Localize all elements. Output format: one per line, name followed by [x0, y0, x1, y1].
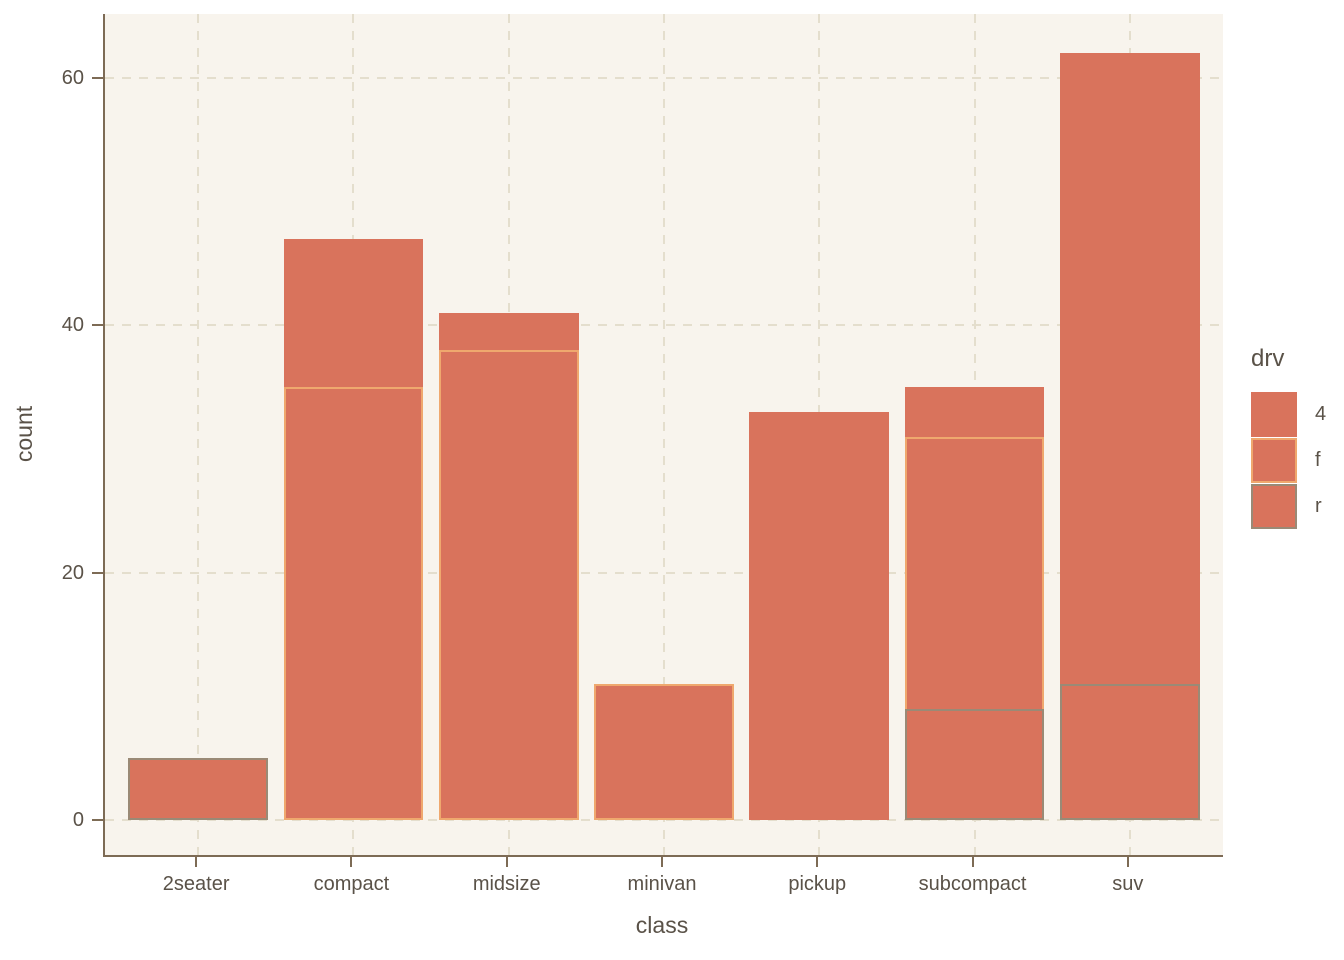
legend-key-r	[1251, 484, 1297, 529]
legend-row-r: r	[1251, 484, 1343, 529]
y-tick-label-20: 20	[61, 561, 84, 584]
legend-title: drv	[1251, 345, 1285, 372]
bar-segment-suv-4	[1059, 53, 1200, 686]
bar-segment-suv-r	[1059, 683, 1200, 820]
x-tick-label-subcompact: subcompact	[918, 873, 1027, 895]
x-tick-minivan	[661, 857, 663, 867]
legend-label-f: f	[1315, 449, 1321, 471]
legend-label-r: r	[1315, 495, 1322, 517]
bar-segment-midsize-4	[438, 312, 579, 353]
y-tick-label-40: 40	[61, 314, 84, 337]
x-tick-label-midsize: midsize	[472, 873, 541, 895]
x-tick-label-2seater: 2seater	[162, 873, 230, 895]
y-axis-title: count	[11, 405, 37, 463]
legend-row-4: 4	[1251, 392, 1343, 437]
bar-segment-pickup-4	[749, 411, 890, 820]
y-tick-label-60: 60	[61, 67, 84, 89]
legend-row-f: f	[1251, 438, 1343, 483]
bar-segment-subcompact-f	[904, 436, 1045, 711]
bar-segment-midsize-f	[438, 350, 579, 820]
x-tick-label-suv: suv	[1112, 873, 1144, 895]
legend-label-4: 4	[1315, 403, 1327, 425]
legend-key-f	[1251, 438, 1297, 483]
plot-panel	[103, 14, 1223, 857]
bar-segment-compact-f	[283, 387, 424, 820]
x-tick-2seater	[195, 857, 198, 867]
legend: drv 4 f r	[1251, 346, 1343, 530]
bar-segment-2seater-r	[128, 758, 269, 820]
legend-key-4	[1251, 392, 1297, 437]
x-tick-label-minivan: minivan	[627, 873, 697, 895]
y-tick-label-0: 0	[72, 809, 84, 831]
x-axis-title: class	[635, 912, 689, 938]
bar-segment-subcompact-r	[904, 708, 1045, 820]
y-tick-0	[92, 819, 103, 821]
x-tick-suv	[1126, 857, 1129, 867]
y-tick-60	[92, 77, 103, 79]
x-tick-compact	[350, 857, 353, 867]
bar-segment-subcompact-4	[904, 387, 1045, 439]
y-tick-40	[92, 324, 103, 327]
x-tick-midsize	[505, 857, 508, 867]
x-tick-pickup	[816, 857, 819, 867]
y-tick-20	[92, 571, 103, 574]
bar-segment-compact-4	[283, 238, 424, 390]
x-tick-subcompact	[971, 857, 974, 867]
bar-segment-minivan-f	[594, 683, 734, 820]
gridline-x-minivan	[663, 14, 665, 855]
legend-keys: 4 f r	[1251, 392, 1343, 529]
x-tick-label-compact: compact	[313, 873, 390, 895]
gridline-x-2seater	[197, 14, 200, 855]
x-tick-label-pickup: pickup	[788, 873, 847, 895]
